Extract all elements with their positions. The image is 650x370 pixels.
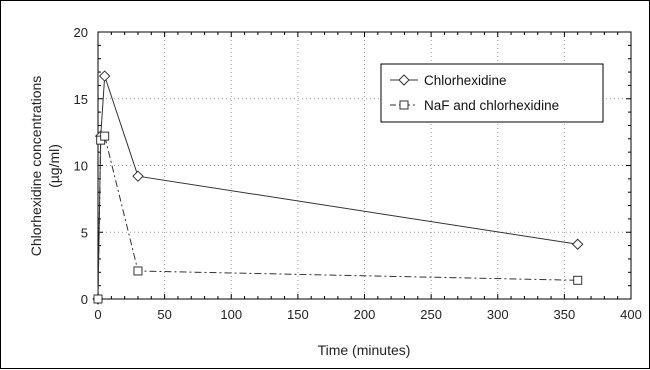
y-tick-label: 5 — [81, 225, 88, 240]
legend-label-naf-chlorhexidine: NaF and chlorhexidine — [424, 98, 559, 113]
ticks-layer: 0 50 100 150 200 250 300 350 400 0 5 10 15 20 — [74, 25, 642, 322]
y-tick-label: 10 — [74, 159, 88, 174]
x-tick-label: 350 — [554, 307, 576, 322]
series-layer — [92, 70, 584, 305]
data-point-chlorhexidine — [98, 70, 111, 82]
legend-marker-naf-chlorhexidine — [399, 100, 409, 110]
legend-marker-chlorhexidine — [398, 74, 410, 86]
x-tick-label: 0 — [94, 307, 101, 322]
data-point-naf-chlorhexidine — [100, 131, 110, 141]
y-axis-title-line-1: Chlorhexidine concentrations — [28, 76, 44, 257]
y-tick-label: 15 — [74, 92, 88, 107]
legend-label-chlorhexidine: Chlorhexidine — [424, 73, 507, 88]
x-tick-label: 150 — [287, 307, 309, 322]
x-tick-label: 100 — [220, 307, 242, 322]
data-point-naf-chlorhexidine — [573, 275, 583, 285]
x-tick-label: 300 — [487, 307, 509, 322]
x-tick-label: 250 — [420, 307, 442, 322]
data-point-naf-chlorhexidine — [93, 294, 103, 304]
x-axis-title: Time (minutes) — [318, 342, 411, 358]
x-tick-label: 200 — [354, 307, 376, 322]
data-point-naf-chlorhexidine — [133, 266, 143, 276]
data-point-chlorhexidine — [571, 238, 584, 250]
y-tick-label: 0 — [81, 292, 88, 307]
data-point-chlorhexidine — [132, 170, 144, 182]
legend: Chlorhexidine NaF and chlorhexidine — [380, 63, 604, 123]
legend-box — [380, 63, 604, 123]
x-tick-label: 50 — [157, 307, 171, 322]
y-axis-title-line-2: (µg/ml) — [46, 144, 62, 188]
series-line-naf-chlorhexidine — [97, 135, 578, 300]
x-tick-label: 400 — [620, 307, 642, 322]
y-tick-label: 20 — [74, 25, 88, 40]
